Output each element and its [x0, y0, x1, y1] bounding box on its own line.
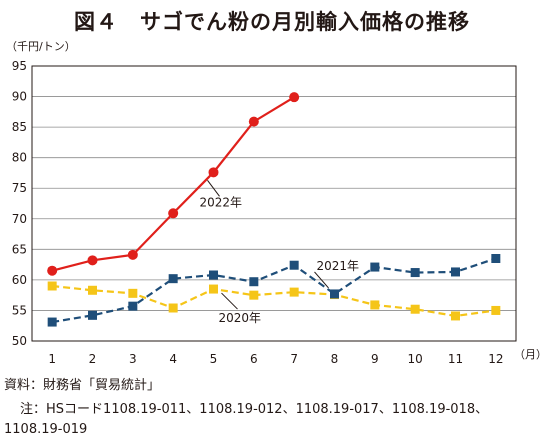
data-point: [451, 267, 460, 277]
x-tick-label: 10: [408, 352, 423, 366]
data-point: [128, 288, 138, 298]
data-point: [289, 92, 300, 103]
data-point: [168, 208, 179, 219]
footnote: 注：HSコード1108.19-011、1108.19-012、1108.19-0…: [4, 400, 540, 440]
data-point: [47, 281, 57, 291]
data-point: [249, 290, 259, 300]
annotation-leader: [207, 180, 220, 197]
data-point: [491, 305, 501, 315]
annotation-leader: [314, 271, 329, 289]
data-point: [370, 300, 380, 310]
y-tick-label: 55: [12, 303, 27, 317]
data-point: [47, 317, 57, 327]
x-axis: 1 2 3 4 5 6 7 8 9 10 11 12: [48, 352, 503, 366]
data-point: [209, 270, 218, 280]
x-tick-label: 5: [210, 352, 218, 366]
series-label: 2021年: [317, 259, 360, 273]
data-point: [127, 249, 138, 260]
series-label: 2020年: [219, 311, 262, 325]
data-point: [88, 310, 97, 320]
y-tick-label: 75: [12, 181, 27, 195]
data-point: [209, 284, 218, 294]
data-point: [128, 301, 138, 311]
gridlines: [32, 96, 516, 311]
data-point: [451, 311, 460, 321]
x-tick-label: 1: [48, 352, 56, 366]
series-1: [47, 254, 501, 327]
y-tick-label: 95: [12, 59, 27, 73]
x-tick-label: 11: [448, 352, 463, 366]
chart-title: 図４ サゴでん粉の月別輸入価格の推移: [74, 10, 470, 34]
data-point: [249, 277, 259, 287]
x-tick-label: 12: [488, 352, 503, 366]
data-point: [248, 116, 259, 127]
data-point: [491, 254, 501, 263]
series-0: [47, 92, 300, 276]
y-tick-label: 90: [12, 90, 27, 104]
y-tick-label: 85: [12, 120, 27, 134]
data-point: [208, 167, 219, 178]
series-line: [52, 284, 496, 318]
data-point: [87, 255, 98, 266]
y-axis: 50 55 60 65 70 75 80 85 90 95: [12, 59, 27, 348]
series-label: 2022年: [200, 195, 243, 209]
y-tick-label: 80: [12, 151, 27, 165]
data-point: [47, 265, 58, 276]
x-tick-label: 8: [331, 352, 339, 366]
x-tick-label: 4: [169, 352, 177, 366]
source-note: 資料：財務省「貿易統計」: [4, 378, 161, 393]
data-point: [289, 287, 299, 297]
series-group: [47, 92, 501, 327]
y-unit-label: （千円/トン）: [6, 40, 76, 53]
series-line: [51, 257, 497, 324]
data-point: [168, 303, 178, 313]
series-2: [47, 281, 501, 321]
x-tick-label: 3: [129, 352, 137, 366]
x-tick-label: 2: [89, 352, 97, 366]
x-tick-label: 6: [250, 352, 258, 366]
data-point: [410, 304, 420, 314]
data-point: [289, 260, 299, 270]
x-tick-label: 7: [290, 352, 298, 366]
data-point: [168, 274, 178, 284]
data-point: [410, 268, 420, 278]
y-tick-label: 60: [12, 273, 27, 287]
data-point: [330, 289, 339, 299]
series-annotations: 2022年 2021年 2020年: [200, 180, 360, 325]
data-point: [88, 285, 97, 295]
footnote-text: HSコード1108.19-011、1108.19-012、1108.19-017…: [4, 402, 489, 437]
y-tick-label: 65: [12, 242, 27, 256]
y-tick-label: 70: [12, 212, 27, 226]
footnote-prefix: 注：: [20, 402, 47, 417]
y-tick-label: 50: [12, 334, 27, 348]
x-tick-label: 9: [371, 352, 379, 366]
data-point: [370, 262, 380, 272]
annotation-leader: [221, 292, 238, 310]
x-unit-label: （月）: [514, 348, 544, 361]
plot-frame: [31, 65, 517, 342]
